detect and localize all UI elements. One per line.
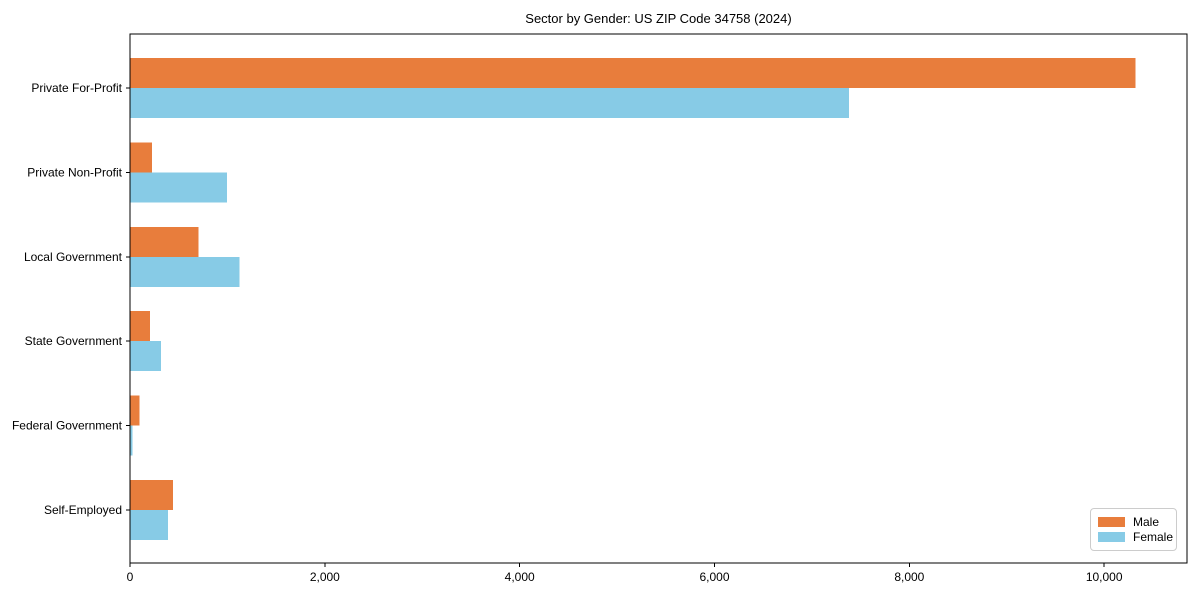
- bar-male-4: [130, 395, 140, 426]
- bar-female-4: [130, 425, 133, 456]
- y-category-label-2: Local Government: [24, 250, 123, 264]
- bar-male-0: [130, 58, 1136, 88]
- y-category-label-4: Federal Government: [12, 419, 123, 433]
- bar-female-1: [130, 172, 227, 203]
- bar-female-2: [130, 256, 240, 287]
- bar-male-5: [130, 480, 173, 510]
- plot-frame: [129, 33, 1188, 564]
- x-tick-label-2: 4,000: [505, 570, 535, 584]
- bar-female-3: [130, 341, 162, 372]
- chart-title: Sector by Gender: US ZIP Code 34758 (202…: [525, 11, 792, 26]
- legend-label-male: Male: [1133, 515, 1160, 529]
- y-category-label-5: Self-Employed: [44, 503, 122, 517]
- legend: Male Female: [1090, 508, 1177, 551]
- x-tick-label-3: 6,000: [700, 570, 730, 584]
- bar-male-2: [130, 226, 199, 257]
- bar-female-0: [130, 88, 849, 118]
- x-tick-label-1: 2,000: [310, 570, 340, 584]
- bar-female-5: [130, 510, 168, 540]
- legend-entry-female: Female: [1098, 530, 1173, 544]
- legend-entry-male: Male: [1098, 515, 1168, 529]
- y-category-label-0: Private For-Profit: [31, 81, 122, 95]
- female-color-swatch: [1098, 532, 1125, 542]
- male-color-swatch: [1098, 517, 1125, 527]
- x-tick-label-4: 8,000: [894, 570, 924, 584]
- bar-male-1: [130, 142, 152, 173]
- legend-label-female: Female: [1133, 530, 1174, 544]
- y-category-label-1: Private Non-Profit: [27, 165, 122, 179]
- y-category-label-3: State Government: [25, 334, 123, 348]
- x-tick-label-0: 0: [127, 570, 134, 584]
- bar-male-3: [130, 311, 150, 342]
- x-tick-label-5: 10,000: [1086, 570, 1123, 584]
